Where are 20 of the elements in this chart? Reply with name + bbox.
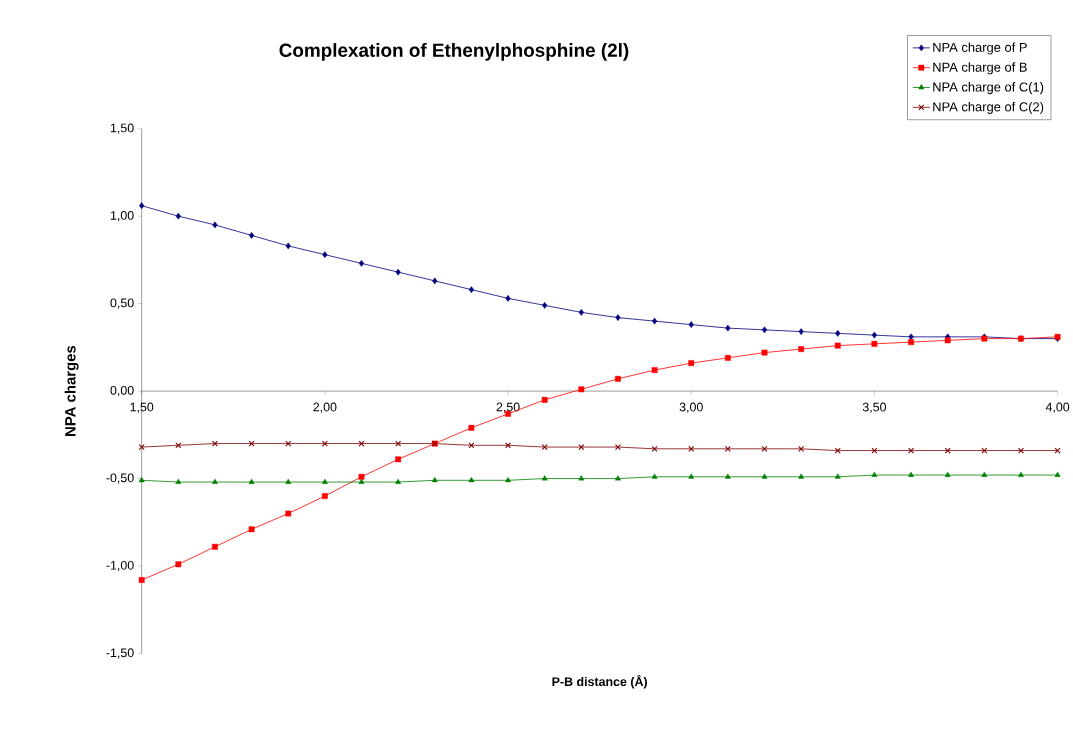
x-tick-label: 2,50 [496,402,520,413]
x-tick-label: 4,00 [1045,402,1070,413]
y-tick-label: 1,50 [110,123,134,134]
legend-label: NPA charge of P [933,42,1027,55]
y-axis-title: NPA charges [64,345,79,436]
x-tick-label: 3,50 [862,402,887,413]
y-tick-label: -1,00 [106,560,134,571]
y-tick-label: 0,50 [110,298,134,309]
y-tick-label: 1,00 [110,210,134,222]
y-tick-label: -0,50 [106,473,134,484]
x-axis-title: P-B distance (Å) [552,674,647,689]
x-tick-label: 3,00 [679,402,703,413]
x-tick-label: 1,50 [130,402,154,413]
chart-title: Complexation of Ethenylphosphine (2l) [279,42,629,61]
legend-label: NPA charge of B [933,62,1027,75]
legend-label: NPA charge of C(2) [933,101,1044,114]
y-tick-label: -1,50 [106,648,134,659]
y-tick-label: 0,00 [110,385,134,397]
x-tick-label: 2,00 [313,402,337,413]
legend-label: NPA charge of C(1) [933,81,1044,94]
